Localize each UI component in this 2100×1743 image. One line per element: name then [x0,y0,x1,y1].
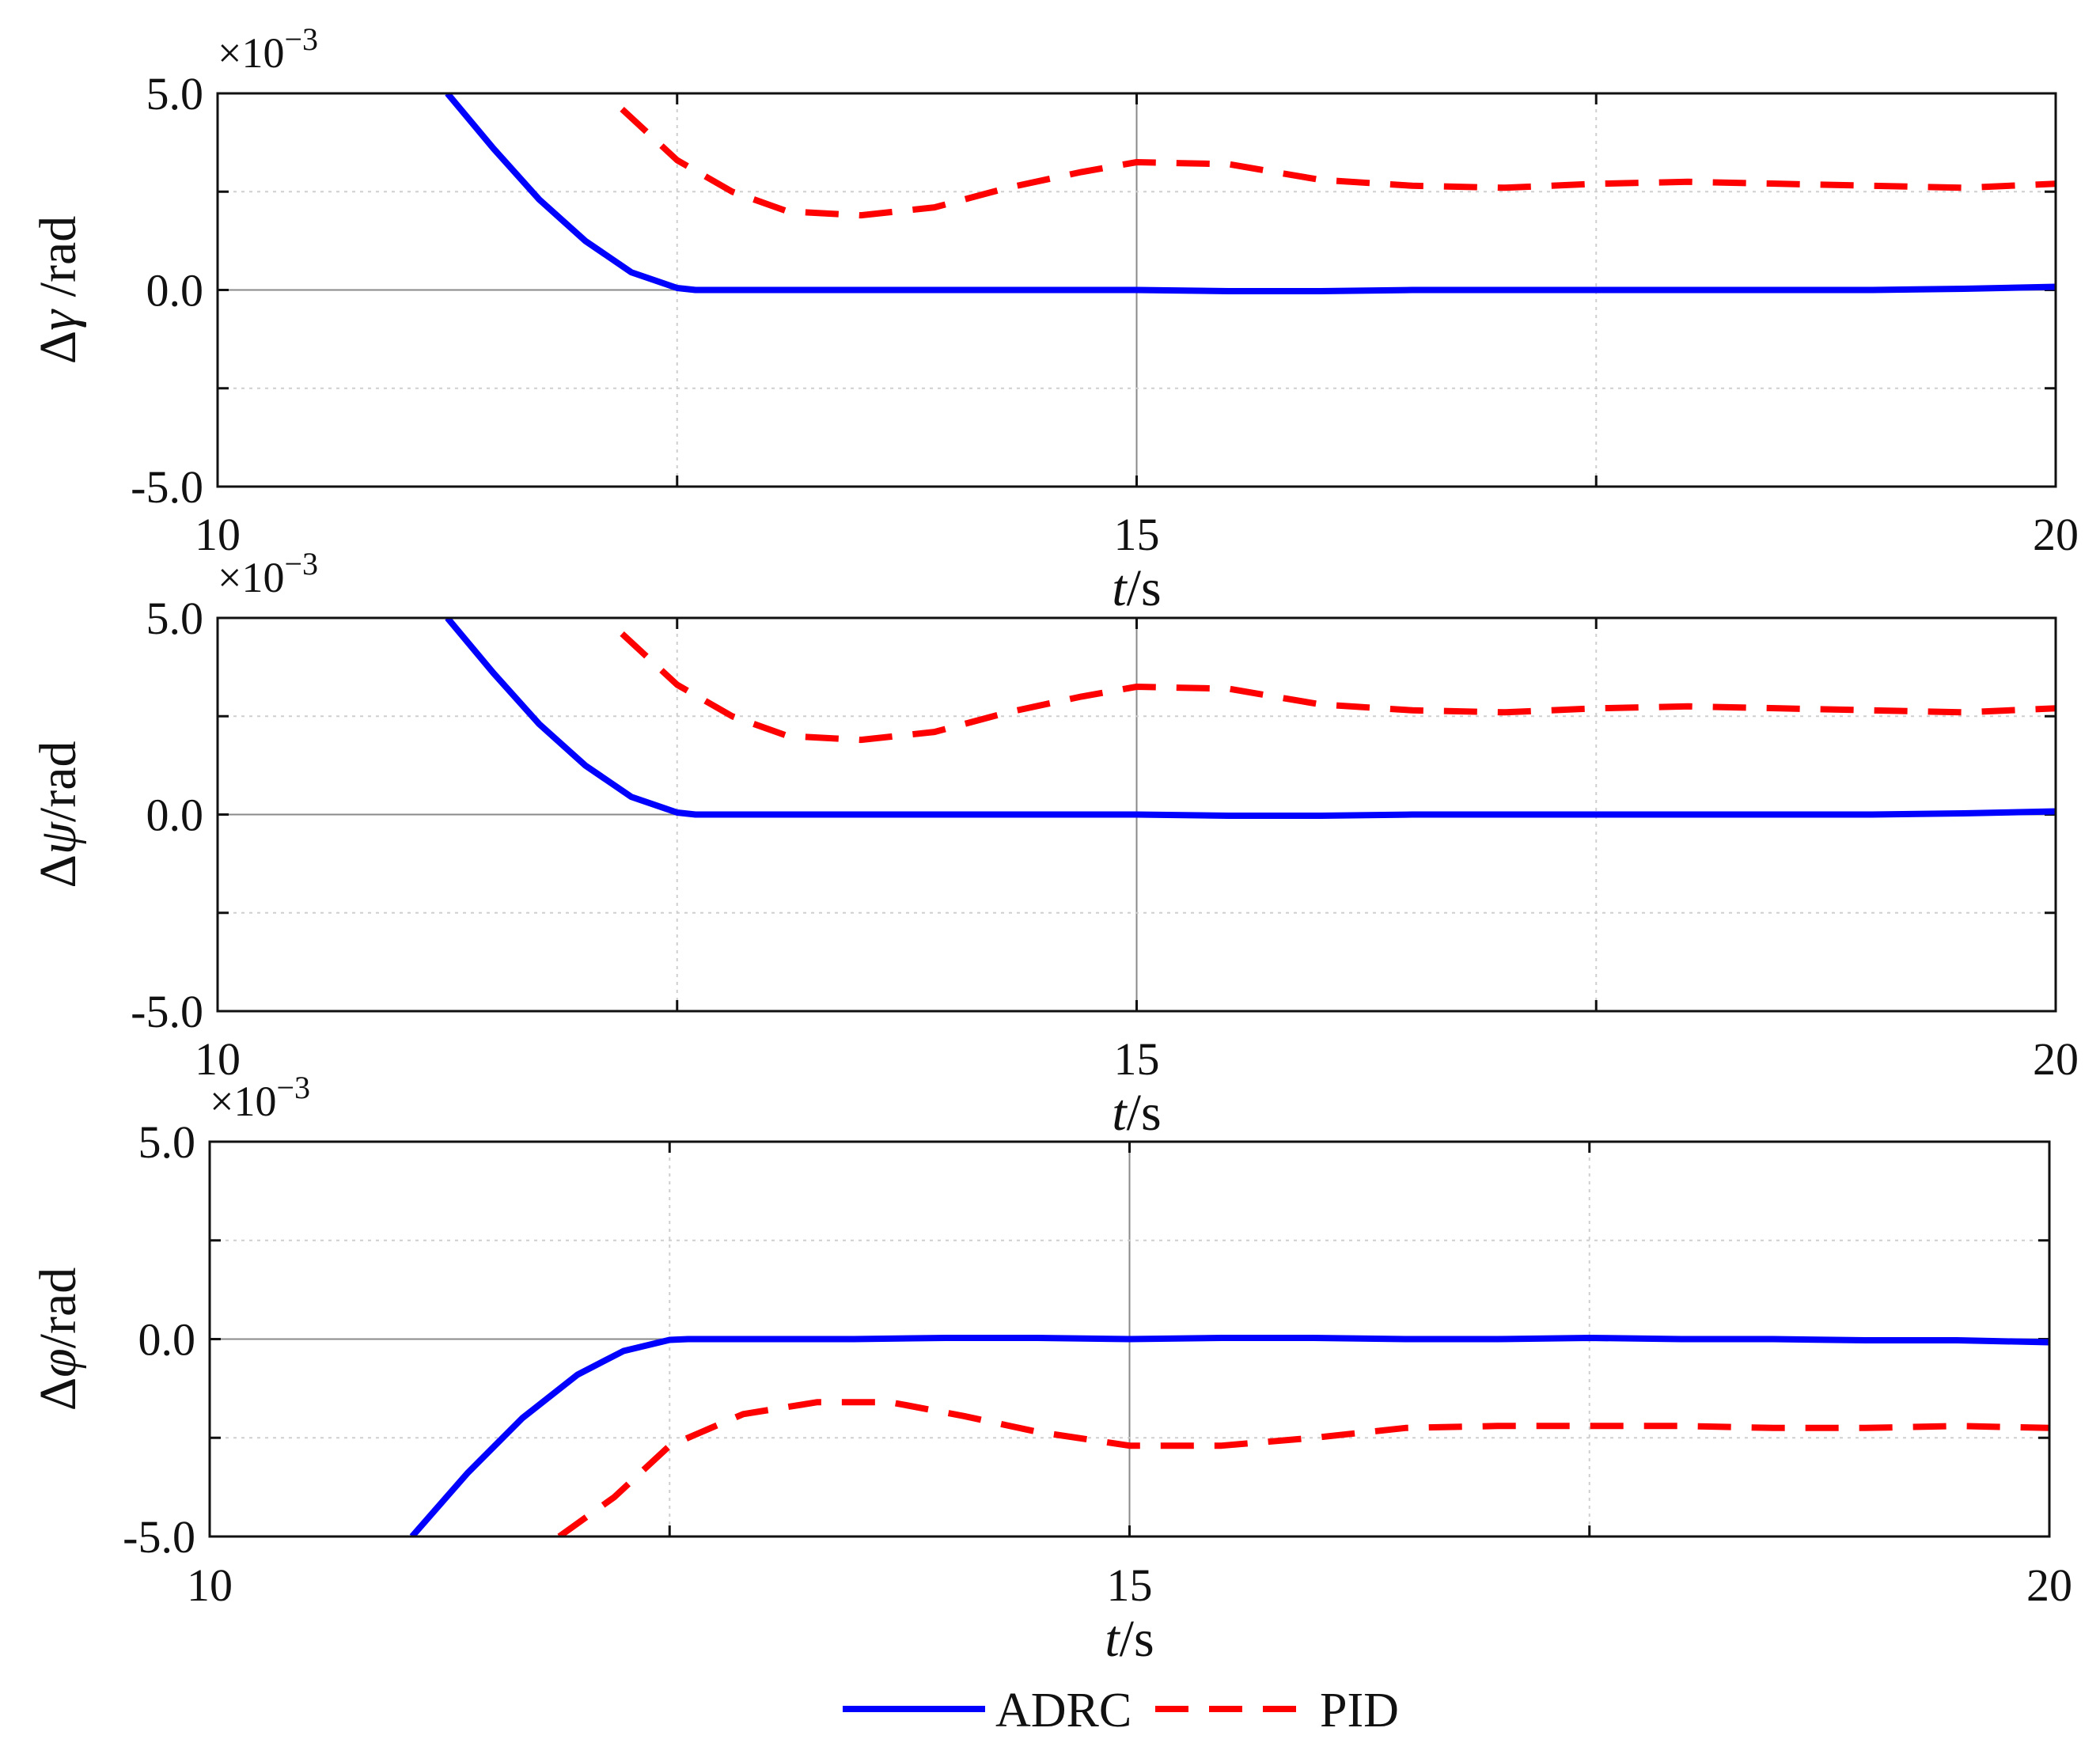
panel-1: 10 15 20-5.00.05.0×10−3t/sΔγ /rad [29,21,2079,617]
y-tick-label: -5.0 [131,461,203,513]
series-group [445,618,2056,819]
exponent-power: −3 [284,21,318,57]
y-axis-label: Δγ /rad [29,216,87,365]
legend-label: PID [1320,1684,1399,1737]
exponent-power: −3 [276,1070,310,1105]
series-line-pid [620,106,2056,219]
series-line-adrc [409,1335,2049,1536]
x-tick-label: 20 [2033,1033,2079,1085]
y-axis-label-prefix: Δ [29,1377,87,1411]
legend-label: ADRC [995,1684,1131,1737]
y-axis-label: Δψ/rad [29,741,87,888]
y-tick-label: 0.0 [146,790,204,841]
exponent-base: ×10 [210,1078,276,1125]
y-tick-label: 5.0 [138,1116,196,1168]
x-tick-label: 15 [1114,1033,1160,1085]
series-group [445,93,2056,294]
plot-frame [208,1140,2051,1538]
x-axis-label-unit: /s [1127,559,1162,617]
x-tick-label: 15 [1114,509,1160,560]
plot-frame [216,616,2057,1013]
x-tick-label: 10 [187,1559,233,1611]
y-axis-label-unit: /rad [29,216,87,310]
x-tick-label: 20 [2033,509,2079,560]
y-tick-label: 5.0 [146,68,204,119]
x-axis-label: t/s [1112,559,1161,617]
x-axis-label-symbol: t [1112,1084,1128,1142]
y-axis-label: Δφ/rad [29,1267,87,1411]
series-group [409,1335,2049,1536]
panel-2: 10 15 20-5.00.05.0×10−3t/sΔψ/rad [29,546,2079,1142]
series-line-adrc [445,93,2056,294]
series-line-pid [620,631,2056,744]
x-tick-label: 15 [1107,1559,1153,1611]
legend-entry-adrc: ADRC [843,1684,1131,1737]
exponent-base: ×10 [218,29,284,77]
x-axis-label-symbol: t [1112,559,1128,617]
y-tick-label: 5.0 [146,593,204,644]
exponent-power: −3 [284,546,318,582]
x-axis-label: t/s [1105,1610,1154,1668]
series-line-pid [557,1399,2049,1536]
series-line-adrc [445,618,2056,819]
y-axis-label-symbol: φ [29,1348,87,1377]
y-axis-label-symbol: ψ [29,821,87,854]
y-tick-label: -5.0 [131,986,203,1037]
y-tick-label: 0.0 [138,1314,196,1366]
x-axis-label-symbol: t [1105,1610,1120,1668]
x-tick-label: 10 [195,509,241,560]
y-axis-label-symbol: γ [29,309,87,331]
y-axis-label-unit: /rad [29,1267,87,1349]
x-axis-label-unit: /s [1120,1610,1154,1668]
plot-frame [216,92,2057,488]
exponent-label: ×10−3 [218,21,318,77]
legend: ADRC PID [843,1684,1399,1737]
y-tick-label: 0.0 [146,265,204,316]
x-axis-label: t/s [1112,1084,1161,1142]
exponent-base: ×10 [218,554,284,601]
panel-3: 10 15 20 -5.0 0.0 5.0 ×10−3 t/s Δφ/rad [29,1070,2072,1668]
y-axis-label-prefix: Δ [29,331,87,364]
exponent-label: ×10−3 [218,546,318,601]
y-axis-label-unit: /rad [29,741,87,822]
x-tick-label: 10 [195,1033,241,1085]
x-axis-label-unit: /s [1127,1084,1162,1142]
legend-entry-pid: PID [1155,1684,1399,1737]
y-tick-label: -5.0 [123,1511,195,1563]
y-axis-label-prefix: Δ [29,854,87,888]
exponent-label: ×10−3 [210,1070,310,1125]
x-tick-label: 20 [2026,1559,2072,1611]
